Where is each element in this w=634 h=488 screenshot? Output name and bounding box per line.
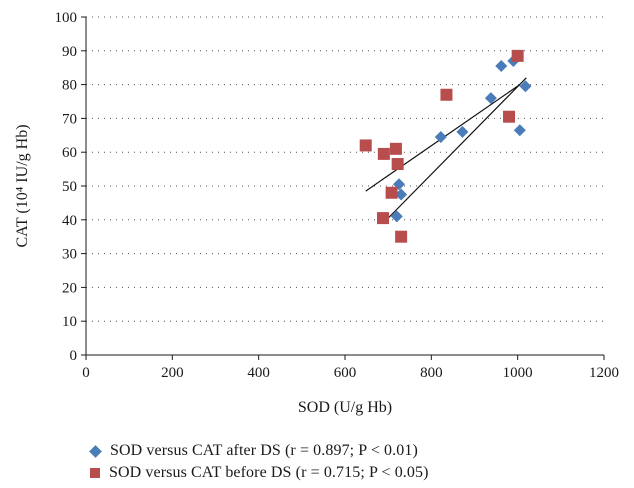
square-point bbox=[385, 186, 398, 199]
square-point bbox=[377, 147, 390, 160]
diamond-point bbox=[484, 92, 497, 105]
y-tick-label: 90 bbox=[62, 44, 77, 60]
y-tick-label: 70 bbox=[62, 111, 77, 127]
x-tick-label: 200 bbox=[161, 365, 184, 381]
legend: SOD versus CAT after DS (r = 0.897; P < … bbox=[88, 440, 429, 484]
y-tick-label: 50 bbox=[62, 179, 77, 195]
diamond-point bbox=[513, 124, 526, 137]
square-point bbox=[440, 88, 453, 101]
diamond-point bbox=[495, 60, 508, 73]
x-tick-label: 800 bbox=[420, 365, 443, 381]
square-marker-icon bbox=[90, 468, 100, 478]
diamond-marker-icon bbox=[89, 444, 102, 458]
y-tick-label: 30 bbox=[62, 247, 77, 263]
x-tick-label: 0 bbox=[82, 365, 90, 381]
diamond-point bbox=[395, 188, 408, 201]
x-tick-label: 1000 bbox=[503, 365, 533, 381]
legend-item-after-ds: SOD versus CAT after DS (r = 0.897; P < … bbox=[88, 440, 429, 462]
diamond-point bbox=[519, 80, 532, 93]
square-point bbox=[376, 212, 389, 225]
square-point bbox=[395, 230, 408, 243]
grid-lines bbox=[86, 16, 604, 322]
diamond-point bbox=[434, 130, 447, 143]
square-point bbox=[511, 49, 524, 62]
y-tick-label: 60 bbox=[62, 145, 77, 161]
square-point bbox=[391, 158, 404, 171]
legend-item-before-ds: SOD versus CAT before DS (r = 0.715; P <… bbox=[88, 462, 429, 484]
square-point bbox=[359, 139, 372, 152]
diamond-point bbox=[456, 125, 469, 138]
trendline-diamond bbox=[387, 77, 527, 219]
y-axis-title: CAT (10⁴ IU/g Hb) bbox=[14, 124, 31, 247]
square-point bbox=[389, 142, 402, 155]
diamond-point bbox=[390, 210, 403, 223]
y-tick-label: 80 bbox=[62, 78, 77, 94]
y-tick-label: 0 bbox=[70, 348, 78, 364]
legend-label-before-ds: SOD versus CAT before DS (r = 0.715; P <… bbox=[109, 464, 429, 481]
x-tick-label: 600 bbox=[334, 365, 357, 381]
square-point bbox=[503, 110, 516, 123]
x-tick-label: 1200 bbox=[589, 365, 619, 381]
y-tick-label: 10 bbox=[62, 314, 77, 330]
legend-label-after-ds: SOD versus CAT after DS (r = 0.897; P < … bbox=[110, 442, 418, 459]
y-tick-label: 40 bbox=[62, 213, 77, 229]
x-axis-title: SOD (U/g Hb) bbox=[298, 399, 392, 416]
y-tick-label: 100 bbox=[55, 10, 78, 26]
data-points bbox=[359, 49, 532, 243]
y-tick-label: 20 bbox=[62, 280, 77, 296]
x-tick-label: 400 bbox=[247, 365, 270, 381]
axes bbox=[81, 16, 605, 360]
